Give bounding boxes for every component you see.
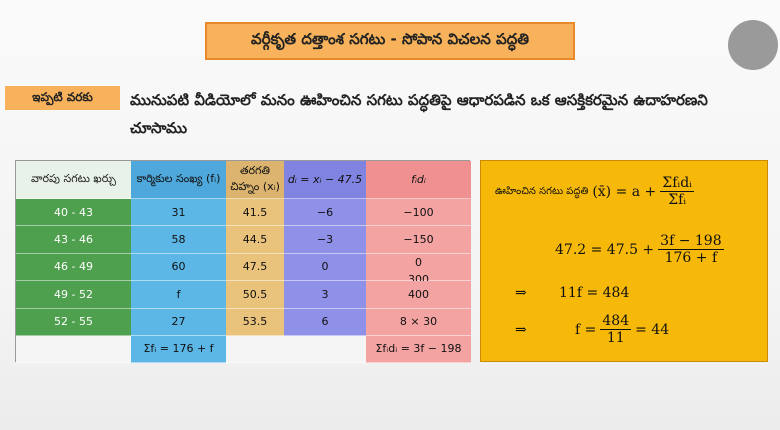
- table-cell: 400: [366, 281, 471, 309]
- table-cell: 0 300: [366, 253, 471, 286]
- column-header: వారపు సగటు ఖర్చు: [16, 161, 131, 199]
- table-cell: 43 - 46: [16, 226, 131, 254]
- table-cell: f: [131, 281, 226, 309]
- table: వారపు సగటు ఖర్చు కార్మికుల సంఖ్య (fᵢ) తరగత…: [15, 160, 471, 363]
- table-cell: 58: [131, 226, 226, 254]
- table-total: Σfᵢ = 176 + f: [131, 335, 226, 363]
- table-cell: 60: [131, 253, 226, 282]
- formula-panel: ఊహించిన సగటు పద్ధతి (x̄) = a + Σfᵢdᵢ Σfᵢ …: [480, 160, 768, 362]
- table-cell: 0: [284, 253, 366, 282]
- table-cell: 6: [284, 308, 366, 336]
- table-cell: 44.5: [226, 226, 284, 254]
- step: ⇒ f = 484 11 = 44: [515, 313, 669, 346]
- step: 47.2 = 47.5 + 3f − 198 176 + f: [555, 233, 728, 266]
- total-empty: [16, 335, 131, 363]
- table-cell: 27: [131, 308, 226, 336]
- table-cell: 8 × 30: [366, 308, 471, 336]
- step-lhs: f =: [575, 321, 597, 338]
- column-header: కార్మికుల సంఖ్య (fᵢ): [131, 161, 226, 199]
- total-empty: [226, 335, 284, 363]
- arrow: ⇒: [515, 321, 527, 338]
- step: ⇒ 11f = 484: [515, 285, 629, 301]
- numerator: Σfᵢdᵢ: [660, 175, 694, 192]
- table-cell: 49 - 52: [16, 281, 131, 309]
- table-cell: 3: [284, 281, 366, 309]
- intro: మునుపటి వీడియోలో మనం ఊహించిన సగటు పద్ధతి…: [130, 91, 708, 137]
- step-text: 11f = 484: [559, 285, 630, 301]
- numerator: 3f − 198: [658, 233, 724, 250]
- fraction: Σfᵢdᵢ Σfᵢ: [660, 175, 694, 208]
- denominator: Σfᵢ: [668, 192, 687, 208]
- fraction: 3f − 198 176 + f: [658, 233, 724, 266]
- title: వర్గీకృత దత్తాంశ సగటు - సోపాన విచలన పద్ధ…: [205, 22, 575, 60]
- tag: ఇప్పటి వరకు: [5, 86, 120, 110]
- table-cell: 53.5: [226, 308, 284, 336]
- table-cell: 40 - 43: [16, 199, 131, 227]
- table-cell: 47.5: [226, 253, 284, 282]
- formula-label: ఊహించిన సగటు పద్ధతి: [495, 185, 589, 197]
- table-cell: 50.5: [226, 281, 284, 309]
- numerator: 484: [600, 313, 632, 330]
- table-total: Σfᵢdᵢ = 3f − 198: [366, 335, 471, 363]
- step-rhs: = 44: [635, 321, 670, 338]
- total-empty: [284, 335, 366, 363]
- column-header: fᵢdᵢ: [366, 161, 471, 199]
- denominator: 176 + f: [664, 250, 718, 266]
- table-cell: −100: [366, 199, 471, 227]
- logo: [728, 20, 778, 70]
- step-lhs: 47.2 = 47.5 +: [555, 241, 655, 258]
- table-cell: 52 - 55: [16, 308, 131, 336]
- arrow: ⇒: [515, 285, 527, 301]
- fraction: 484 11: [600, 313, 632, 346]
- denominator: 11: [606, 330, 625, 346]
- formula-lhs: (x̄) = a +: [592, 183, 657, 200]
- table-cell: 31: [131, 199, 226, 227]
- table-cell: −150: [366, 226, 471, 254]
- table-cell: −3: [284, 226, 366, 254]
- column-header: తరగతి చిహ్నం (xᵢ): [226, 161, 284, 199]
- table-cell: 41.5: [226, 199, 284, 227]
- formula-row: ఊహించిన సగటు పద్ధతి (x̄) = a + Σfᵢdᵢ Σfᵢ: [495, 175, 698, 208]
- table-cell: −6: [284, 199, 366, 227]
- table-cell: 46 - 49: [16, 253, 131, 282]
- column-header: dᵢ = xᵢ − 47.5: [284, 161, 366, 199]
